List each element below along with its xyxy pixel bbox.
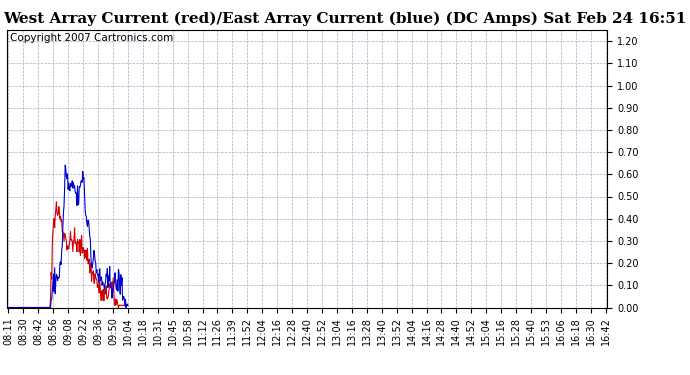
Text: Copyright 2007 Cartronics.com: Copyright 2007 Cartronics.com	[10, 33, 173, 43]
Text: West Array Current (red)/East Array Current (blue) (DC Amps) Sat Feb 24 16:51: West Array Current (red)/East Array Curr…	[3, 11, 687, 26]
